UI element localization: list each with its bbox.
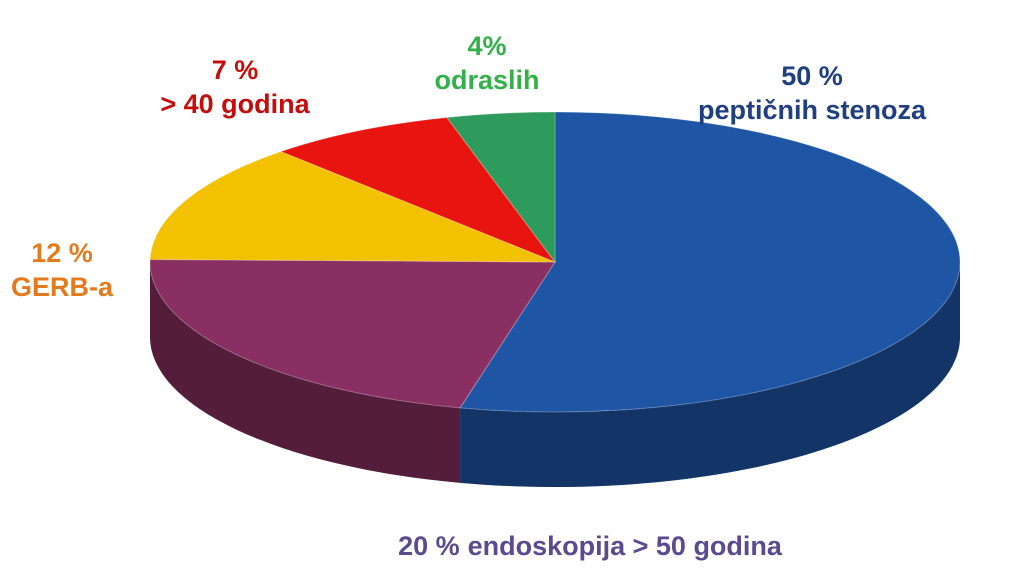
category-label: endoskopija > 50 godina bbox=[468, 531, 783, 561]
slice bbox=[445, 111, 556, 264]
slice-side bbox=[460, 262, 960, 487]
slice bbox=[279, 116, 557, 264]
slice-label: 20 % endoskopija > 50 godina bbox=[398, 531, 783, 561]
slice-side-shade bbox=[460, 262, 960, 487]
slice bbox=[459, 111, 961, 413]
slice-side-shade bbox=[150, 262, 461, 483]
slice-side bbox=[150, 262, 461, 483]
value-label: 50 % bbox=[781, 61, 843, 91]
value-label: 7 % bbox=[212, 55, 259, 85]
category-label: > 40 godina bbox=[160, 89, 310, 119]
value-label: 4% bbox=[467, 31, 506, 61]
value-label: 12 % bbox=[31, 238, 93, 268]
value-label: 20 % bbox=[398, 531, 460, 561]
slice-label: 50 % peptičnih stenoza bbox=[698, 61, 927, 125]
slice bbox=[149, 151, 556, 263]
slice-label: 4% odraslih bbox=[434, 31, 539, 95]
category-label: peptičnih stenoza bbox=[698, 95, 927, 125]
slice-label: 7 % > 40 godina bbox=[160, 55, 310, 119]
slice-label: 12 % GERB-a bbox=[11, 238, 114, 302]
slice bbox=[149, 258, 556, 409]
category-label: odraslih bbox=[434, 65, 539, 95]
category-label: GERB-a bbox=[11, 272, 114, 302]
